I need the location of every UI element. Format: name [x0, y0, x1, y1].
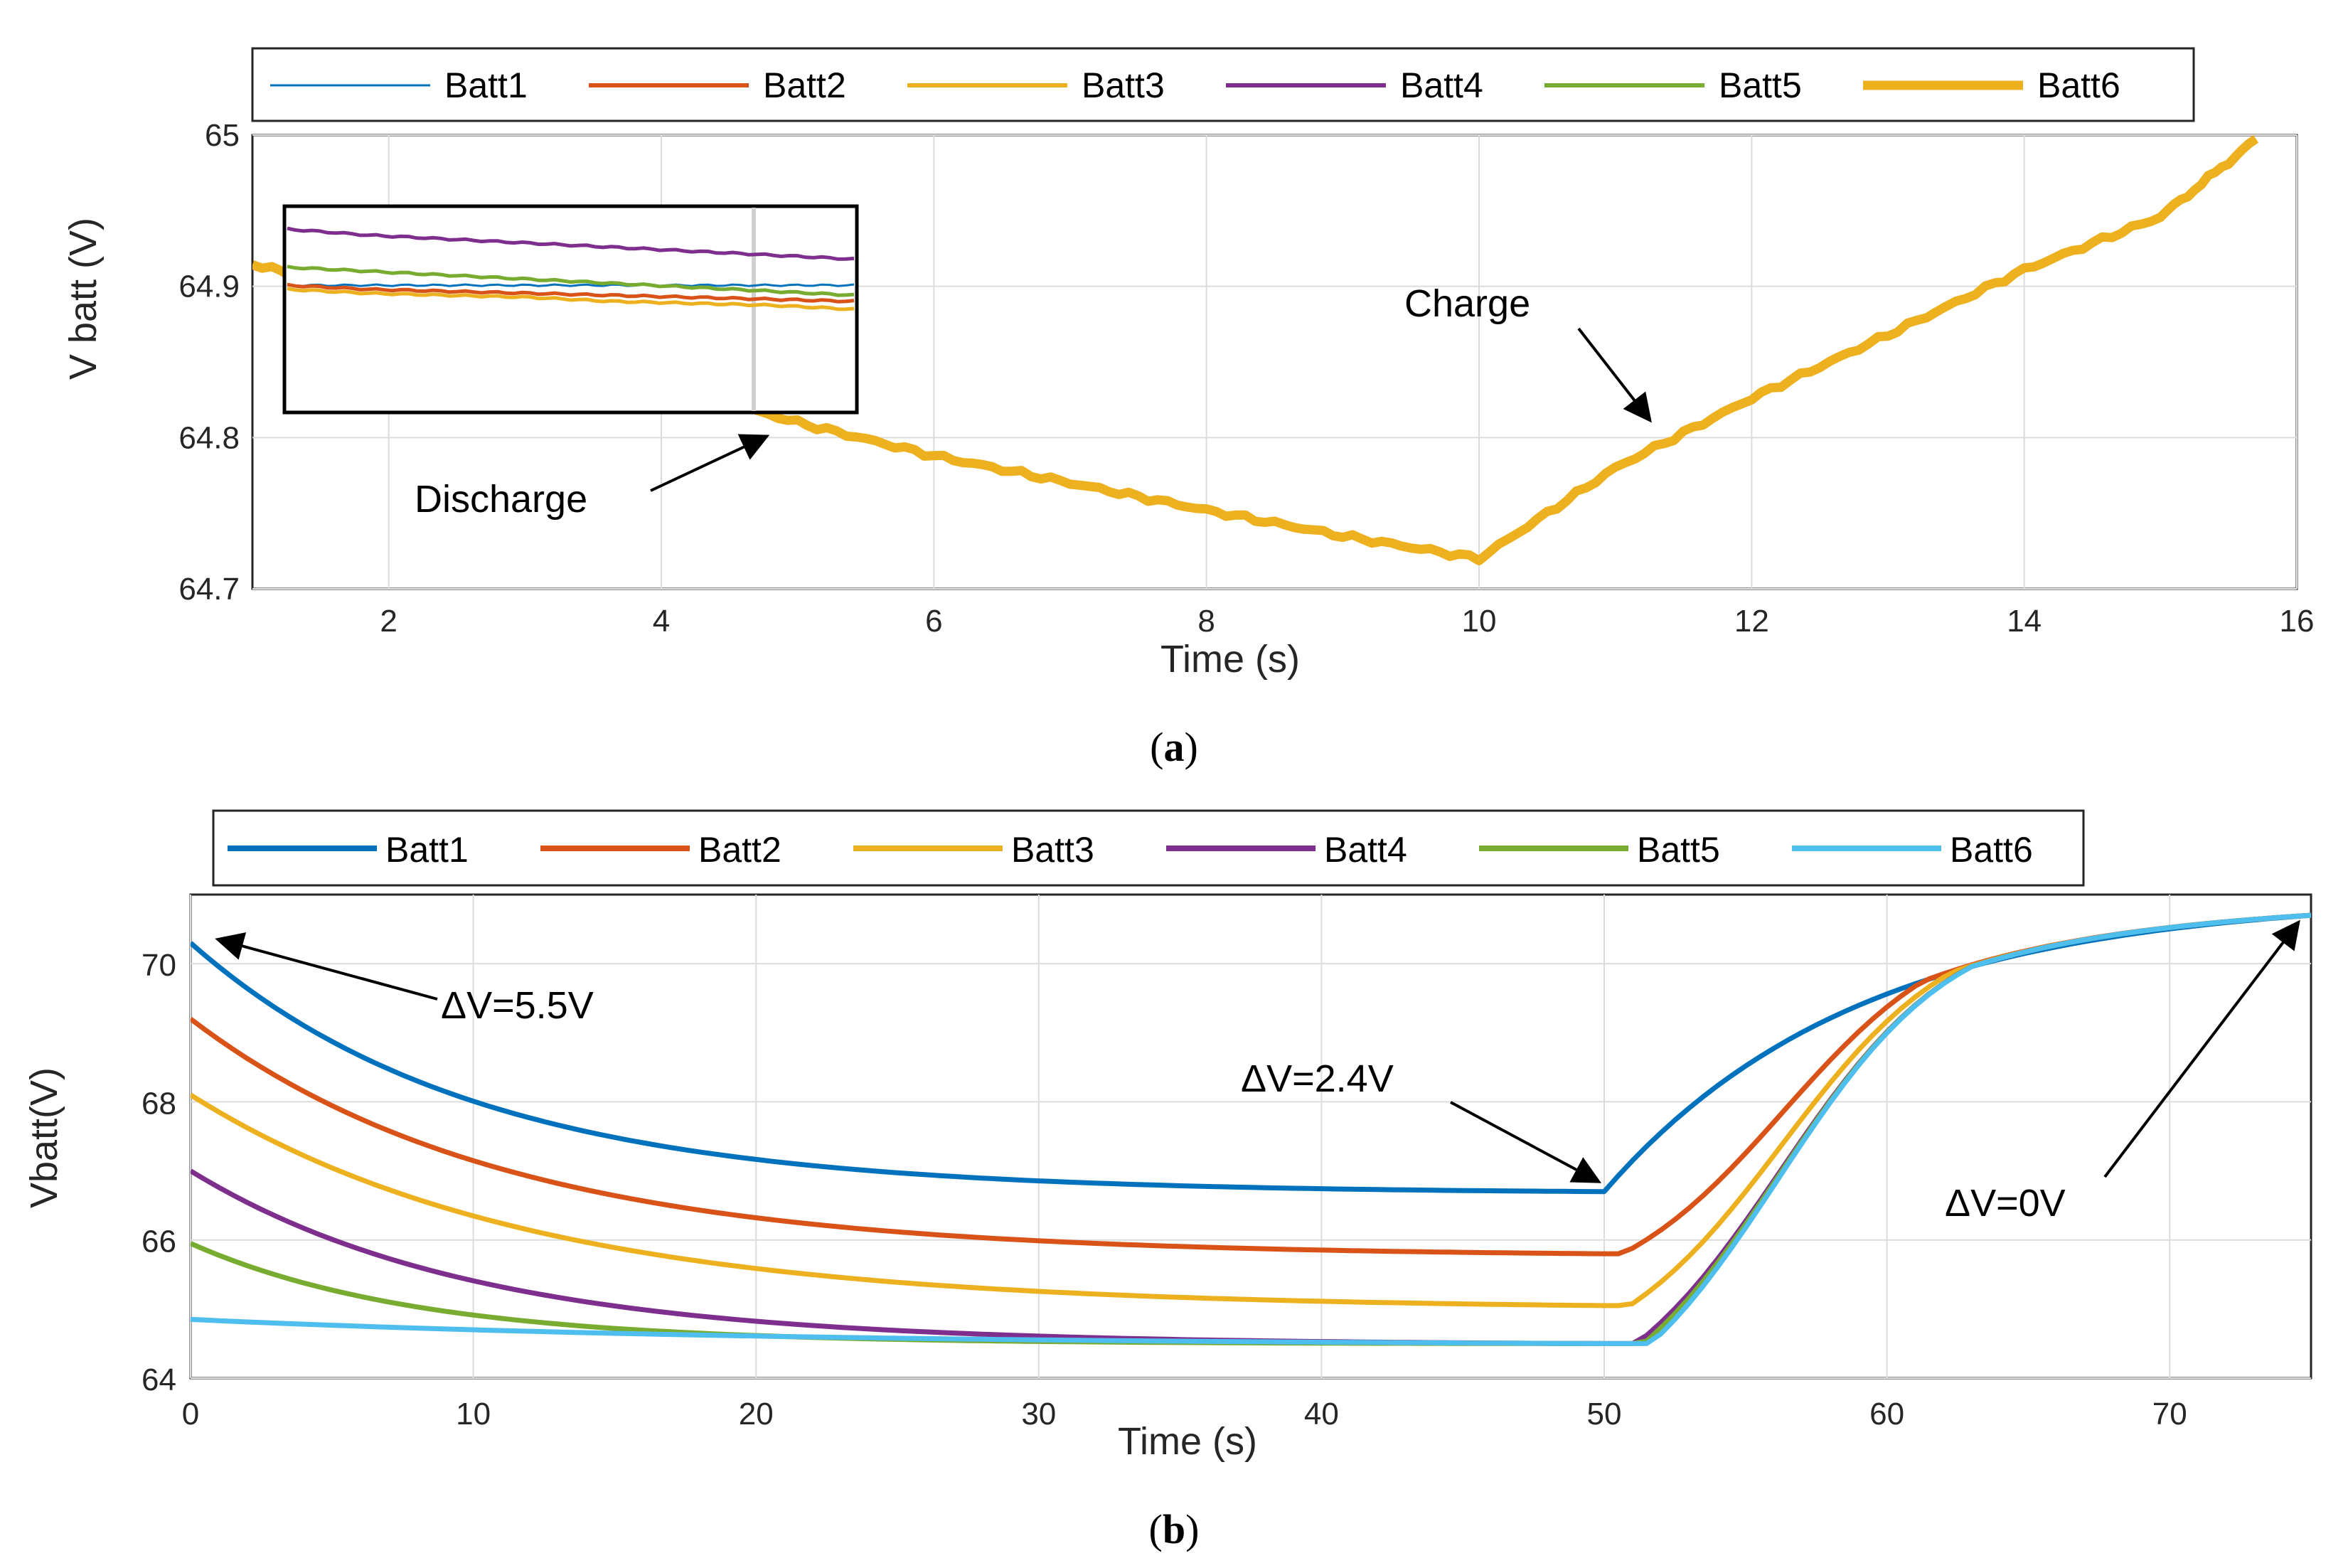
- chart-a-x-tick-label: 16: [2280, 604, 2315, 639]
- chart-a-y-tick-label: 65: [205, 118, 240, 153]
- chart-b-grid: [190, 895, 2311, 1379]
- chart-a-x-tick-label: 2: [380, 604, 397, 639]
- chart-a-legend-label-Batt5: Batt5: [1719, 65, 1802, 105]
- chart-a-x-tick-label: 14: [2007, 604, 2042, 639]
- chart-b-annotation-dv-0: ΔV=0V: [1945, 1182, 2066, 1225]
- chart-b-x-tick-label: 40: [1304, 1397, 1339, 1431]
- chart-b: 64 66 68 70 0 10 20 30 40 50 60 70 Time (s) Vbatt(…: [23, 809, 2312, 1552]
- chart-b-y-tick-label: 68: [142, 1086, 176, 1121]
- chart-a: 64.7 64.8 64.9 65 2 4 6 8 10 12 14 16 Time (s) V b…: [62, 47, 2314, 770]
- chart-a-x-tick-label: 8: [1197, 604, 1215, 639]
- chart-a-y-tick-label: 64.7: [178, 572, 240, 607]
- chart-a-x-ticks: 2 4 6 8 10 12 14 16: [380, 604, 2314, 639]
- chart-b-x-tick-label: 70: [2152, 1397, 2187, 1431]
- chart-b-x-ticks: 0 10 20 30 40 50 60 70: [182, 1397, 2187, 1431]
- chart-a-inset-series-Batt2: [287, 282, 855, 304]
- chart-a-caption: (a): [1150, 724, 1198, 770]
- chart-a-annotation-discharge: Discharge: [415, 478, 587, 521]
- chart-b-y-ticks: 64 66 68 70: [142, 948, 176, 1397]
- chart-a-arrow-charge: [1577, 327, 1652, 423]
- chart-a-inset-series-Batt5: [287, 265, 855, 297]
- chart-b-series-Batt3: [191, 912, 2311, 1308]
- chart-a-x-tick-label: 6: [925, 604, 942, 639]
- chart-b-legend-label-Batt2: Batt2: [698, 830, 781, 870]
- chart-a-legend-label-Batt1: Batt1: [444, 65, 528, 105]
- chart-b-y-tick-label: 66: [142, 1225, 176, 1259]
- chart-b-series-Batt6: [191, 912, 2311, 1346]
- chart-a-inset: [282, 204, 859, 415]
- chart-b-y-axis-label: Vbatt(V): [23, 1067, 65, 1208]
- chart-a-arrow-discharge: [650, 434, 770, 492]
- chart-a-legend-label-Batt2: Batt2: [763, 65, 846, 105]
- chart-b-arrow-dv-0: [2103, 919, 2300, 1178]
- chart-a-legend: Batt1 Batt2 Batt3 Batt4 Batt5 Batt6: [251, 47, 2195, 122]
- chart-a-inset-series-Batt3: [287, 287, 855, 311]
- chart-b-legend-label-Batt6: Batt6: [1950, 830, 2033, 870]
- chart-a-x-tick-label: 10: [1462, 604, 1497, 639]
- chart-b-annotation-dv-2-4: ΔV=2.4V: [1241, 1057, 1394, 1100]
- chart-b-plot-area: [189, 893, 2312, 1380]
- chart-b-legend-box: [212, 809, 2085, 887]
- chart-b-y-tick-label: 64: [142, 1362, 176, 1397]
- chart-a-y-axis-label: V batt (V): [62, 218, 105, 380]
- chart-b-x-tick-label: 0: [182, 1397, 199, 1431]
- chart-b-caption: (b): [1149, 1506, 1200, 1552]
- chart-b-x-tick-label: 10: [456, 1397, 491, 1431]
- chart-b-x-axis-label: Time (s): [1118, 1420, 1257, 1463]
- chart-a-y-tick-label: 64.9: [178, 270, 240, 304]
- chart-b-legend-label-Batt4: Batt4: [1324, 830, 1407, 870]
- chart-a-annotation-charge: Charge: [1404, 282, 1530, 325]
- chart-a-inset-series-Batt4: [287, 226, 855, 261]
- chart-a-x-tick-label: 4: [653, 604, 670, 639]
- chart-b-arrow-dv-5-5: [215, 932, 438, 1001]
- chart-b-x-tick-label: 50: [1587, 1397, 1622, 1431]
- chart-a-legend-label-Batt4: Batt4: [1400, 65, 1483, 105]
- chart-a-inset-series: [287, 226, 855, 311]
- chart-a-grid: [252, 134, 2298, 590]
- chart-b-x-tick-label: 60: [1869, 1397, 1904, 1431]
- chart-a-legend-label-Batt3: Batt3: [1082, 65, 1165, 105]
- chart-b-series: [191, 912, 2311, 1346]
- chart-b-x-tick-label: 20: [739, 1397, 774, 1431]
- chart-b-legend-label-Batt3: Batt3: [1011, 830, 1094, 870]
- chart-b-legend-label-Batt5: Batt5: [1637, 830, 1720, 870]
- chart-a-x-tick-label: 12: [1734, 604, 1769, 639]
- chart-a-inset-box: [282, 204, 859, 415]
- chart-a-x-axis-label: Time (s): [1160, 638, 1300, 681]
- chart-b-annotation-dv-5-5: ΔV=5.5V: [441, 984, 594, 1027]
- chart-a-legend-label-Batt6: Batt6: [2037, 65, 2120, 105]
- chart-a-y-ticks: 64.7 64.8 64.9 65: [178, 118, 240, 607]
- chart-b-x-tick-label: 30: [1021, 1397, 1056, 1431]
- chart-b-y-tick-label: 70: [142, 948, 176, 983]
- chart-a-y-tick-label: 64.8: [178, 420, 240, 455]
- chart-b-legend-label-Batt1: Batt1: [385, 830, 469, 870]
- chart-b-legend: Batt1 Batt2 Batt3 Batt4 Batt5 Batt6: [212, 809, 2085, 887]
- chart-b-arrow-dv-2-4: [1450, 1101, 1602, 1183]
- chart-a-inset-series-Batt1: [287, 283, 855, 287]
